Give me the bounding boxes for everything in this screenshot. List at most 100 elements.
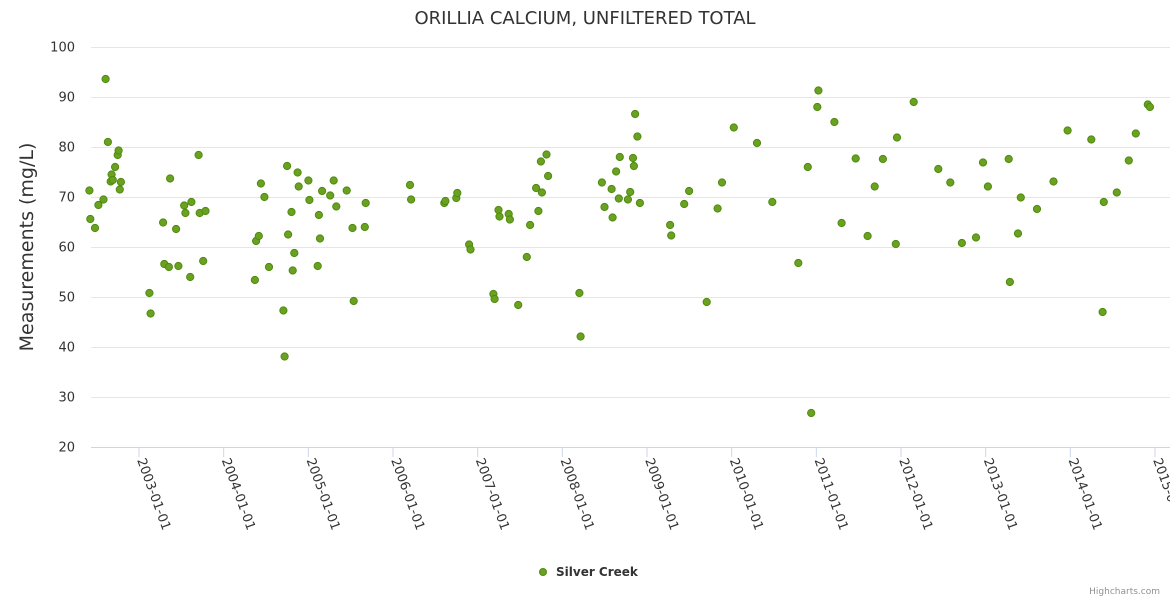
data-point[interactable] bbox=[830, 117, 839, 127]
data-point[interactable] bbox=[803, 162, 812, 172]
data-point[interactable] bbox=[199, 256, 208, 266]
data-point[interactable] bbox=[1124, 156, 1133, 165]
data-point[interactable] bbox=[946, 178, 955, 187]
data-point[interactable] bbox=[666, 220, 675, 230]
data-point[interactable] bbox=[891, 239, 900, 249]
data-point[interactable] bbox=[536, 157, 546, 166]
data-point[interactable] bbox=[629, 161, 639, 171]
data-point[interactable] bbox=[115, 185, 124, 194]
data-point[interactable] bbox=[293, 168, 302, 177]
data-point[interactable] bbox=[544, 171, 553, 181]
data-point[interactable] bbox=[851, 154, 860, 163]
data-point[interactable] bbox=[628, 153, 638, 163]
data-point[interactable] bbox=[1098, 307, 1107, 317]
data-point[interactable] bbox=[294, 182, 303, 191]
data-point[interactable] bbox=[768, 197, 777, 207]
data-point[interactable] bbox=[1099, 197, 1108, 207]
data-point[interactable] bbox=[794, 258, 803, 268]
data-point[interactable] bbox=[146, 309, 155, 318]
data-point[interactable] bbox=[934, 164, 943, 174]
data-point[interactable] bbox=[279, 306, 288, 315]
data-point[interactable] bbox=[111, 162, 120, 172]
data-point[interactable] bbox=[284, 230, 293, 239]
data-point[interactable] bbox=[361, 198, 370, 208]
data-point[interactable] bbox=[870, 182, 879, 191]
data-point[interactable] bbox=[159, 218, 168, 227]
data-point[interactable] bbox=[837, 218, 846, 228]
data-point[interactable] bbox=[752, 138, 762, 148]
data-point[interactable] bbox=[957, 238, 967, 248]
data-point[interactable] bbox=[717, 178, 727, 187]
data-point[interactable] bbox=[983, 182, 993, 191]
data-point[interactable] bbox=[1049, 177, 1058, 186]
data-point[interactable] bbox=[542, 150, 551, 159]
data-point[interactable] bbox=[94, 200, 103, 210]
data-point[interactable] bbox=[187, 197, 196, 207]
data-point[interactable] bbox=[314, 210, 323, 220]
data-point[interactable] bbox=[85, 186, 94, 195]
data-point[interactable] bbox=[534, 206, 543, 216]
data-point[interactable] bbox=[1016, 193, 1025, 202]
data-point[interactable] bbox=[878, 154, 888, 164]
data-point[interactable] bbox=[194, 150, 203, 160]
data-point[interactable] bbox=[108, 175, 117, 185]
data-point[interactable] bbox=[181, 208, 190, 218]
data-point[interactable] bbox=[288, 266, 297, 275]
data-point[interactable] bbox=[90, 223, 100, 233]
data-point[interactable] bbox=[1063, 126, 1072, 135]
data-point[interactable] bbox=[814, 86, 823, 95]
data-point[interactable] bbox=[264, 262, 274, 272]
data-point[interactable] bbox=[145, 288, 154, 298]
data-point[interactable] bbox=[1004, 154, 1013, 164]
series-silver-creek[interactable] bbox=[85, 74, 1155, 418]
data-point[interactable] bbox=[287, 207, 296, 217]
data-point[interactable] bbox=[101, 74, 110, 84]
data-point[interactable] bbox=[813, 102, 822, 112]
data-point[interactable] bbox=[166, 174, 175, 183]
data-point[interactable] bbox=[164, 262, 173, 272]
data-point[interactable] bbox=[186, 272, 195, 282]
data-point[interactable] bbox=[180, 201, 189, 210]
data-point[interactable] bbox=[971, 233, 981, 242]
data-point[interactable] bbox=[1032, 204, 1042, 214]
data-point[interactable] bbox=[407, 195, 416, 204]
data-point[interactable] bbox=[490, 294, 499, 304]
data-point[interactable] bbox=[680, 199, 689, 209]
data-point[interactable] bbox=[280, 352, 289, 361]
data-point[interactable] bbox=[612, 167, 621, 176]
data-point[interactable] bbox=[318, 186, 327, 196]
data-point[interactable] bbox=[626, 187, 635, 197]
data-point[interactable] bbox=[494, 205, 503, 215]
data-point[interactable] bbox=[453, 188, 462, 198]
data-point[interactable] bbox=[631, 109, 640, 119]
data-point[interactable] bbox=[495, 212, 504, 221]
data-point[interactable] bbox=[505, 215, 514, 224]
data-point[interactable] bbox=[326, 191, 335, 200]
data-point[interactable] bbox=[909, 97, 918, 107]
data-point[interactable] bbox=[315, 234, 325, 243]
data-point[interactable] bbox=[1005, 277, 1015, 287]
data-point[interactable] bbox=[713, 204, 722, 213]
data-point[interactable] bbox=[405, 180, 415, 190]
data-point[interactable] bbox=[600, 202, 609, 212]
data-point[interactable] bbox=[304, 176, 313, 185]
data-point[interactable] bbox=[1087, 135, 1096, 144]
data-point[interactable] bbox=[332, 202, 341, 211]
data-point[interactable] bbox=[532, 183, 541, 193]
data-point[interactable] bbox=[667, 231, 676, 240]
data-point[interactable] bbox=[863, 231, 872, 241]
data-point[interactable] bbox=[1145, 102, 1155, 112]
data-point[interactable] bbox=[348, 223, 357, 233]
data-point[interactable] bbox=[254, 231, 263, 241]
data-point[interactable] bbox=[537, 188, 547, 197]
data-point[interactable] bbox=[514, 300, 523, 310]
data-point[interactable] bbox=[114, 146, 123, 155]
data-point[interactable] bbox=[313, 261, 322, 271]
data-point[interactable] bbox=[174, 261, 183, 271]
data-point[interactable] bbox=[635, 198, 645, 208]
legend[interactable]: Silver Creek bbox=[539, 565, 639, 579]
data-point[interactable] bbox=[892, 133, 902, 142]
data-point[interactable] bbox=[290, 248, 299, 258]
data-point[interactable] bbox=[172, 224, 181, 234]
data-point[interactable] bbox=[614, 194, 623, 203]
